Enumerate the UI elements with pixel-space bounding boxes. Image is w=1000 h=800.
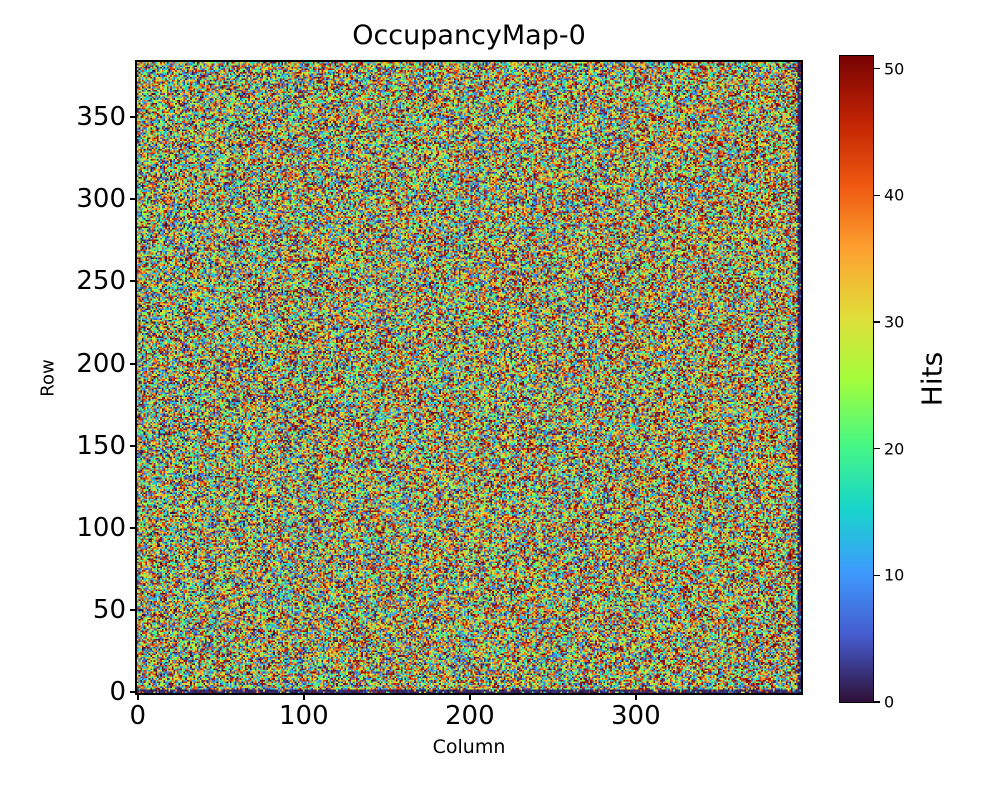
- y-tick-mark: [130, 526, 137, 529]
- x-tick-label: 300: [611, 701, 661, 731]
- colorbar-tick-mark: [874, 67, 880, 70]
- colorbar-tick-label: 10: [884, 565, 905, 585]
- y-tick-label: 300: [76, 184, 126, 215]
- x-tick-mark: [136, 693, 139, 700]
- x-tick-label: 100: [279, 701, 329, 731]
- y-tick-label: 150: [76, 430, 126, 461]
- y-tick-label: 100: [76, 512, 126, 543]
- y-tick-label: 250: [76, 266, 126, 297]
- colorbar-tick-label: 20: [884, 439, 905, 459]
- y-tick-label: 350: [76, 102, 126, 133]
- x-tick-mark: [634, 693, 637, 700]
- y-tick-mark: [130, 444, 137, 447]
- chart-title: OccupancyMap-0: [352, 20, 586, 51]
- colorbar-tick-label: 50: [884, 59, 905, 79]
- y-tick-mark: [130, 691, 137, 694]
- x-tick-mark: [468, 693, 471, 700]
- y-tick-label: 200: [76, 348, 126, 379]
- x-tick-label: 0: [129, 701, 147, 731]
- y-tick-mark: [130, 116, 137, 119]
- colorbar-tick-mark: [874, 321, 880, 323]
- y-tick-mark: [130, 280, 137, 283]
- x-tick-mark: [302, 693, 305, 700]
- colorbar-tick-label: 40: [884, 185, 905, 205]
- colorbar-tick-mark: [874, 194, 880, 197]
- colorbar-tick-mark: [874, 447, 880, 450]
- colorbar-tick-label: 30: [884, 312, 905, 332]
- y-tick-mark: [130, 198, 137, 201]
- heatmap-plot-area: [135, 60, 803, 695]
- heatmap-canvas: [137, 62, 801, 693]
- colorbar: [838, 54, 874, 703]
- y-tick-mark: [130, 362, 137, 365]
- y-axis-label: Row: [37, 359, 59, 397]
- colorbar-tick-mark: [874, 574, 880, 577]
- colorbar-tick-mark: [874, 701, 880, 703]
- x-tick-label: 200: [445, 701, 495, 731]
- y-tick-mark: [130, 609, 137, 612]
- colorbar-tick-label: 0: [884, 692, 895, 712]
- y-tick-label: 0: [109, 677, 126, 708]
- colorbar-gradient-canvas: [839, 55, 873, 702]
- colorbar-label: Hits: [915, 351, 949, 407]
- x-axis-label: Column: [432, 736, 506, 758]
- y-tick-label: 50: [92, 595, 126, 626]
